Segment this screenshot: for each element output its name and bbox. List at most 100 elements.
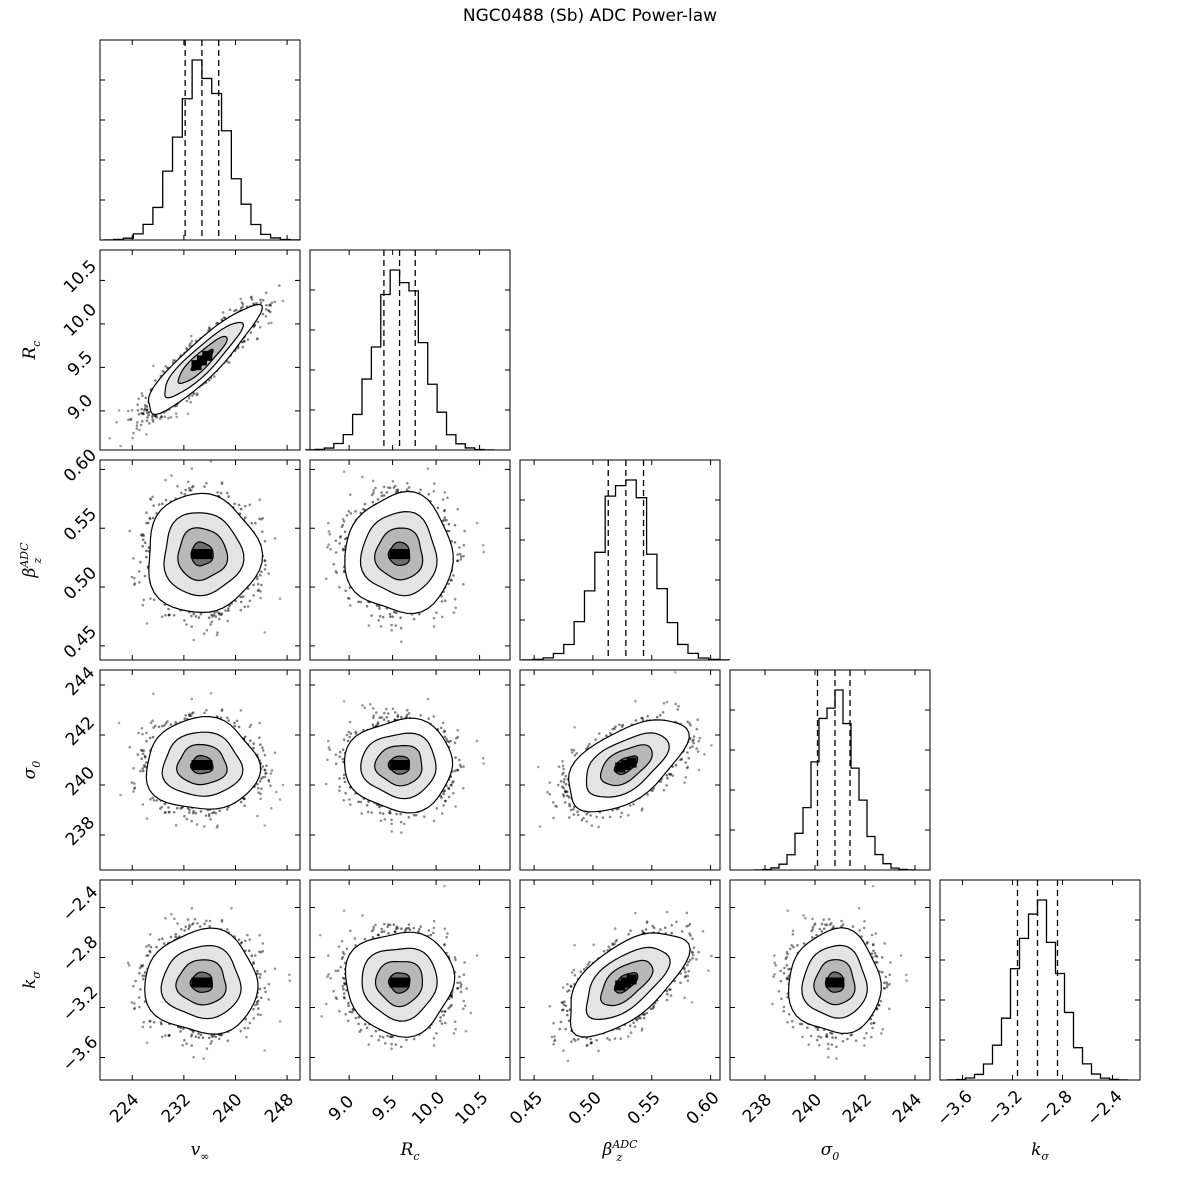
scatter-point <box>566 790 569 794</box>
scatter-point <box>183 929 186 932</box>
scatter-point <box>132 431 135 435</box>
scatter-point <box>185 623 188 626</box>
scatter-point <box>244 504 247 508</box>
scatter-point <box>267 778 271 782</box>
scatter-point <box>269 772 273 775</box>
scatter-point <box>151 719 154 723</box>
density-peak <box>196 760 207 770</box>
scatter-point <box>137 570 141 573</box>
scatter-point <box>169 416 173 419</box>
scatter-point <box>426 467 430 470</box>
scatter-point <box>455 736 458 740</box>
scatter-point <box>174 933 178 936</box>
scatter-point <box>254 521 257 525</box>
scatter-point <box>209 623 212 626</box>
scatter-point <box>141 538 145 541</box>
scatter-point <box>385 491 389 494</box>
scatter-point <box>168 810 171 814</box>
scatter-point <box>248 503 252 507</box>
scatter-point <box>580 818 584 822</box>
scatter-point <box>339 535 343 538</box>
scatter-point <box>432 625 436 628</box>
scatter-point <box>349 512 353 515</box>
scatter-point <box>674 702 677 706</box>
scatter-point <box>443 735 447 739</box>
scatter-point <box>306 576 309 579</box>
scatter-point <box>641 716 644 720</box>
density-peak <box>626 757 637 768</box>
scatter-point <box>665 774 669 777</box>
scatter-point <box>239 297 243 301</box>
scatter-point <box>226 928 229 931</box>
scatter-point <box>327 739 330 743</box>
scatter-point <box>164 810 167 814</box>
scatter-point <box>133 1006 137 1010</box>
scatter-point <box>561 785 564 788</box>
scatter-point <box>306 782 309 785</box>
histogram-k_sigma <box>946 899 1129 1081</box>
scatter-point <box>345 733 349 737</box>
scatter-point <box>203 922 206 926</box>
scatter-point <box>668 772 671 776</box>
scatter-point <box>154 379 157 382</box>
scatter-point <box>586 744 590 748</box>
scatter-point <box>399 626 403 630</box>
scatter-point <box>141 732 144 736</box>
scatter-point <box>335 571 339 575</box>
scatter-point <box>260 583 263 587</box>
scatter-point <box>186 918 190 921</box>
scatter-point <box>338 789 341 792</box>
scatter-point <box>188 486 191 490</box>
scatter-point <box>695 747 698 750</box>
scatter-point <box>374 486 377 490</box>
scatter-point <box>445 737 448 741</box>
scatter-point <box>263 753 267 757</box>
scatter-point <box>327 746 331 749</box>
scatter-point <box>141 533 145 536</box>
scatter-point <box>263 1049 267 1052</box>
scatter-point <box>264 563 267 567</box>
scatter-point <box>691 739 694 743</box>
scatter-point <box>453 741 457 744</box>
scatter-point <box>167 607 170 611</box>
scatter-point <box>146 521 150 525</box>
histogram-R_c <box>305 269 495 451</box>
scatter-point <box>447 786 450 790</box>
scatter-point <box>159 417 162 420</box>
scatter-point <box>141 412 144 415</box>
scatter-point <box>569 808 573 812</box>
scatter-point <box>546 790 549 794</box>
scatter-point <box>443 491 447 494</box>
scatter-point <box>151 796 154 800</box>
scatter-point <box>432 490 436 493</box>
scatter-point <box>141 974 144 977</box>
scatter-point <box>244 939 247 943</box>
scatter-point <box>205 628 209 632</box>
scatter-point <box>190 712 194 715</box>
scatter-point <box>210 613 213 616</box>
scatter-point <box>338 755 342 758</box>
scatter-point <box>324 577 328 580</box>
scatter-point <box>338 777 341 780</box>
scatter-point <box>197 616 201 619</box>
scatter-point <box>456 735 460 739</box>
scatter-point <box>456 553 459 556</box>
scatter-point <box>148 516 151 520</box>
scatter-point <box>164 721 168 725</box>
scatter-point <box>267 572 271 575</box>
scatter-point <box>443 518 446 522</box>
scatter-point <box>270 321 273 325</box>
scatter-point <box>228 604 231 607</box>
scatter-point <box>219 716 223 720</box>
panel-frame <box>99 459 301 661</box>
scatter-point <box>132 790 135 793</box>
scatter-point <box>209 818 212 821</box>
scatter-point <box>561 773 564 776</box>
scatter-point <box>348 735 351 739</box>
scatter-point <box>258 498 262 502</box>
scatter-point <box>338 536 342 539</box>
scatter-point <box>190 614 193 618</box>
scatter-point <box>259 951 263 954</box>
scatter-point <box>562 780 566 784</box>
scatter-point <box>248 938 252 941</box>
